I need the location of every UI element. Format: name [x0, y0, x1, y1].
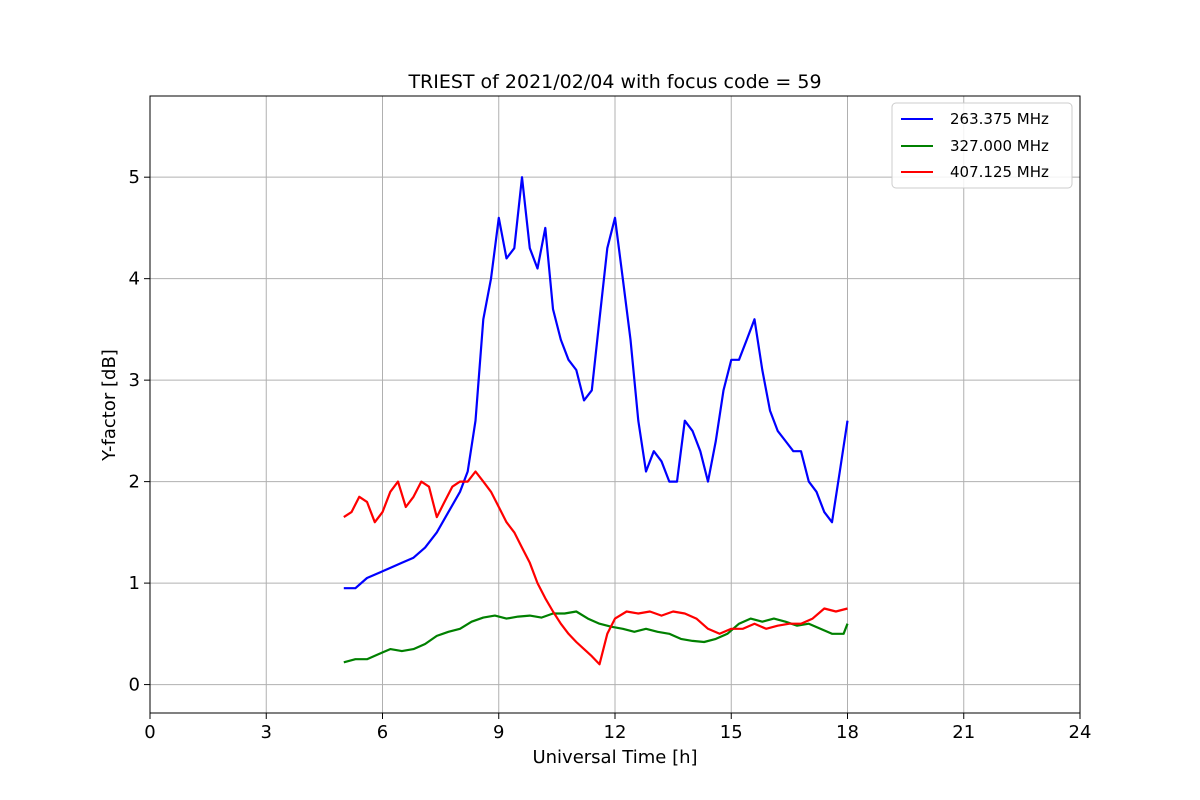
y-tick-label: 4 — [129, 269, 140, 290]
y-axis-title: Y-factor [dB] — [99, 349, 120, 462]
legend-label-1: 263.375 MHz — [950, 110, 1049, 128]
x-tick-label: 21 — [952, 722, 975, 743]
x-tick-label: 15 — [720, 722, 743, 743]
y-tick-label: 5 — [129, 167, 140, 188]
x-tick-label: 9 — [493, 722, 504, 743]
legend-box — [891, 102, 1073, 189]
series-line-3 — [343, 470, 848, 666]
y-tick-label: 0 — [129, 675, 140, 696]
x-tick-label: 24 — [1069, 722, 1092, 743]
series-line-1 — [343, 176, 849, 590]
series-line-2 — [343, 610, 849, 664]
x-tick-label: 18 — [836, 722, 859, 743]
chart-title: TRIEST of 2021/02/04 with focus code = 5… — [407, 71, 821, 93]
legend-label-3: 407.125 MHz — [950, 163, 1049, 181]
series-group — [343, 176, 849, 666]
legend-label-2: 327.000 MHz — [950, 137, 1049, 155]
y-tick-label: 1 — [129, 573, 140, 594]
x-axis-title: Universal Time [h] — [532, 747, 697, 768]
y-tick-label: 3 — [129, 370, 140, 391]
y-tick-label: 2 — [129, 472, 140, 493]
x-tick-label: 12 — [604, 722, 627, 743]
legend: 263.375 MHz 327.000 MHz 407.125 MHz — [891, 102, 1073, 189]
x-tick-label: 6 — [377, 722, 388, 743]
x-tick-label: 3 — [261, 722, 272, 743]
x-tick-label: 0 — [144, 722, 155, 743]
